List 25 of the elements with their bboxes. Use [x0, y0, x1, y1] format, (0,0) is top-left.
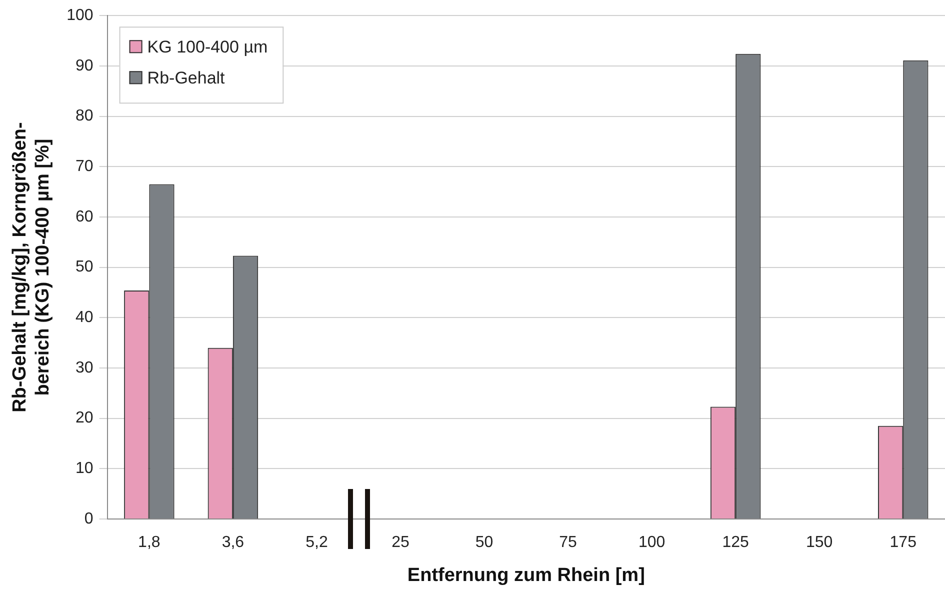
- x-tick-label: 25: [392, 534, 410, 552]
- y-tick-label: 90: [76, 57, 94, 74]
- legend-label: KG 100-400 µm: [147, 37, 268, 56]
- y-tick-label: 10: [76, 460, 94, 478]
- y-tick-label: 30: [76, 359, 94, 376]
- y-tick-label: 100: [66, 7, 94, 24]
- y-tick-label: 70: [76, 158, 94, 176]
- y-tick-label: 0: [84, 510, 94, 528]
- x-tick-label: 125: [722, 534, 750, 552]
- x-tick-label: 100: [638, 534, 666, 552]
- y-tick-label: 20: [76, 410, 94, 427]
- x-tick-label: 75: [559, 534, 578, 552]
- x-tick-label: 5,2: [306, 534, 328, 552]
- x-tick-label: 150: [806, 534, 833, 552]
- x-tick-label: 3,6: [222, 534, 244, 552]
- x-axis-title: Entfernung zum Rhein [m]: [407, 564, 645, 586]
- y-tick-label: 60: [76, 208, 94, 226]
- y-tick-label: 40: [76, 309, 94, 326]
- x-tick-label: 50: [475, 534, 494, 552]
- y-axis-title: Rb-Gehalt [mg/kg], Korngrößen- bereich (KG) 100-400 µm [%]: [10, 122, 54, 412]
- x-tick-label: 1,8: [138, 534, 160, 552]
- legend-label: Rb-Gehalt: [147, 68, 226, 88]
- y-tick-label: 80: [76, 108, 94, 125]
- y-tick-label: 50: [76, 258, 94, 276]
- x-tick-label: 175: [890, 534, 917, 552]
